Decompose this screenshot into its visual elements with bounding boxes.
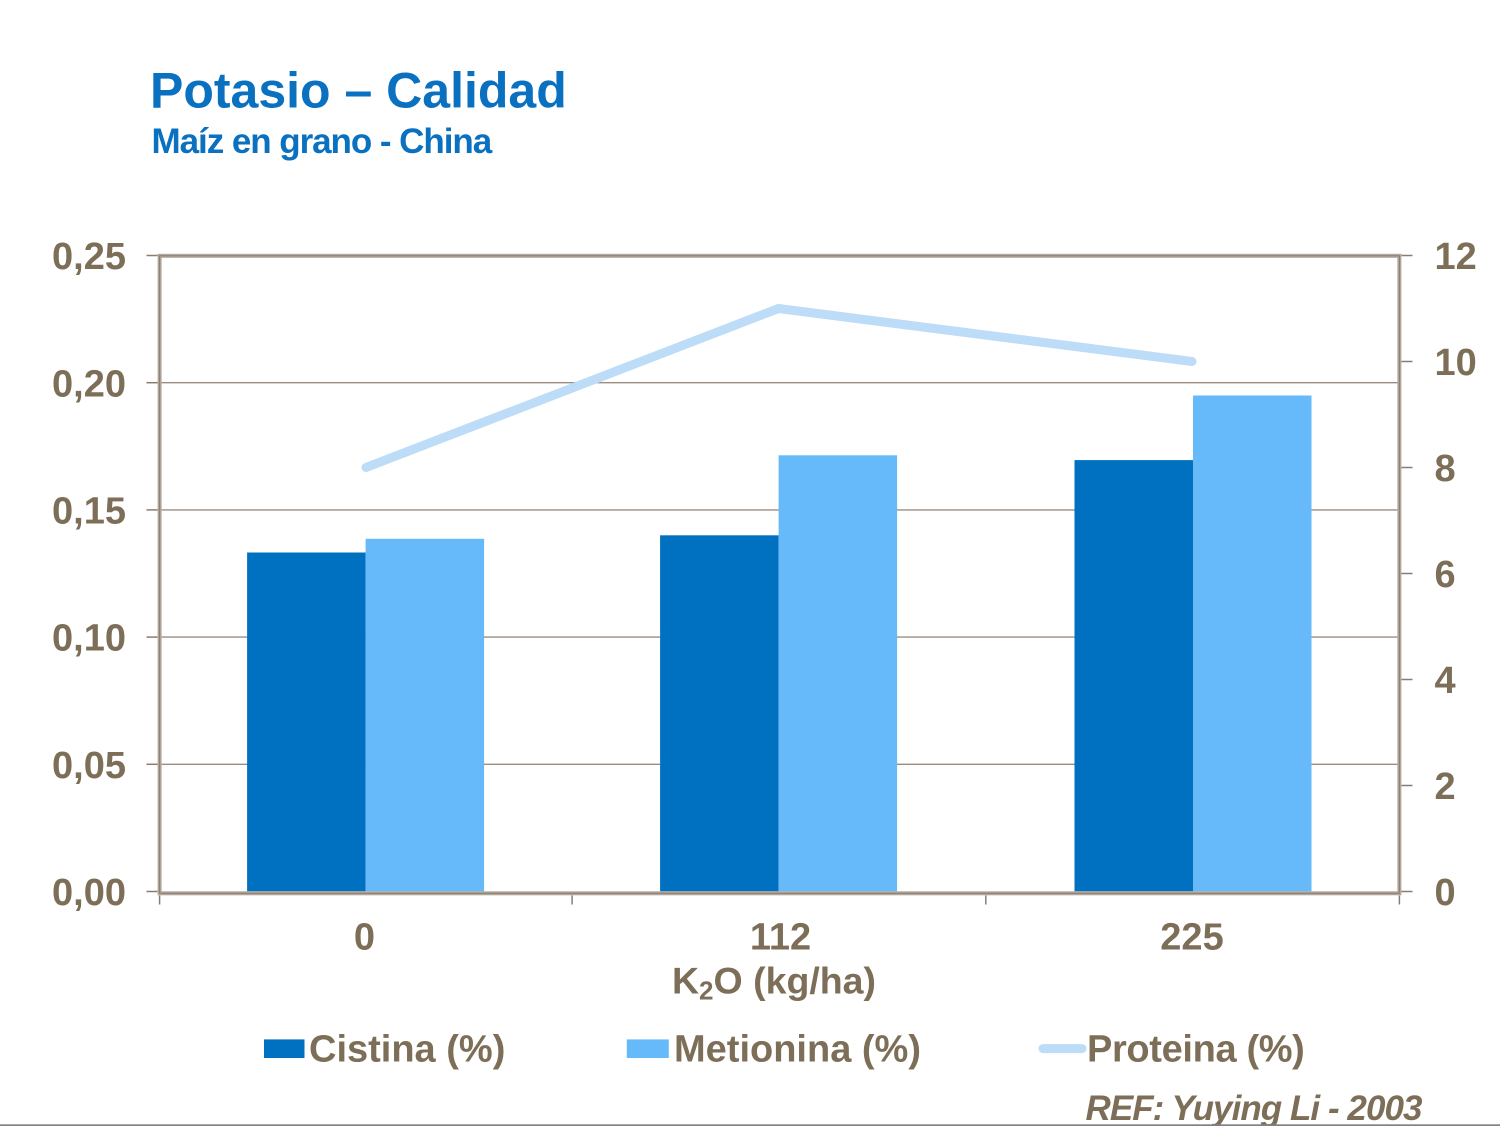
svg-text:K2O (kg/ha): K2O (kg/ha) [672,959,876,1005]
svg-text:8: 8 [1435,448,1456,490]
svg-text:0: 0 [354,917,375,959]
svg-text:Cistina (%): Cistina (%) [309,1029,505,1071]
svg-text:Potasio – Calidad: Potasio – Calidad [150,63,567,119]
svg-text:Metionina (%): Metionina (%) [674,1029,921,1071]
svg-text:0,00: 0,00 [52,872,126,914]
svg-text:0,15: 0,15 [52,491,126,533]
svg-text:0,10: 0,10 [52,618,126,660]
svg-text:0,25: 0,25 [52,236,126,278]
svg-text:Proteina (%): Proteina (%) [1087,1029,1305,1071]
svg-text:4: 4 [1435,660,1456,702]
svg-text:REF: Yuying Li - 2003: REF: Yuying Li - 2003 [1086,1089,1423,1126]
svg-text:Maíz en grano - China: Maíz en grano - China [152,122,493,161]
svg-text:6: 6 [1435,554,1456,596]
svg-text:2: 2 [1435,766,1456,808]
svg-text:0,05: 0,05 [52,745,126,787]
svg-text:225: 225 [1160,917,1223,959]
svg-text:112: 112 [750,917,811,959]
svg-text:10: 10 [1435,342,1477,384]
svg-text:0,20: 0,20 [52,363,126,405]
svg-text:0: 0 [1435,872,1456,914]
svg-text:12: 12 [1435,236,1477,278]
